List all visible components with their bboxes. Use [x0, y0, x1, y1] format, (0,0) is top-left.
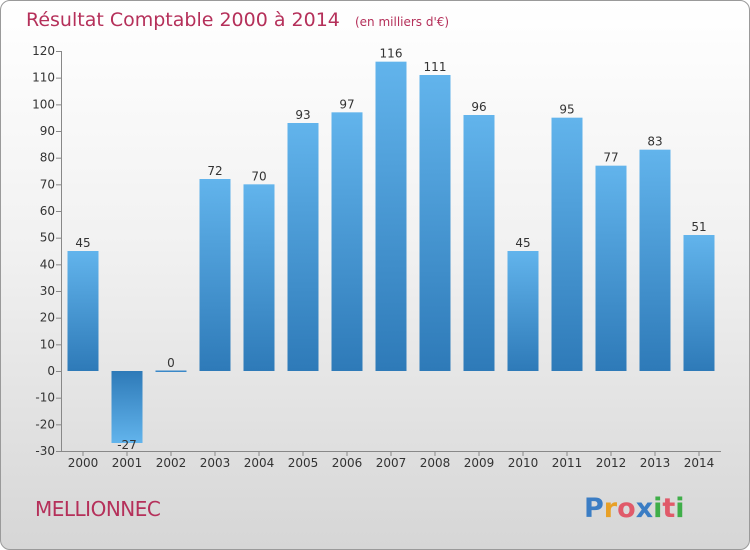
bar	[463, 115, 495, 371]
logo-letter: o	[617, 493, 636, 524]
y-tick-label: -20	[35, 417, 55, 431]
bar	[155, 370, 187, 372]
data-label: 70	[251, 169, 266, 183]
x-tick-label: 2010	[508, 456, 539, 470]
bar	[419, 75, 451, 371]
data-label: 45	[515, 236, 530, 250]
bar	[683, 235, 715, 371]
y-tick-label: 110	[32, 71, 55, 85]
y-tick-label: 100	[32, 97, 55, 111]
commune-name: MELLIONNEC	[35, 497, 160, 521]
proxiti-logo[interactable]: Proxiti	[584, 493, 685, 524]
y-tick-label: 40	[40, 257, 55, 271]
data-label: 95	[559, 103, 574, 117]
data-label: 45	[75, 236, 90, 250]
chart-title: Résultat Comptable 2000 à 2014 (en milli…	[26, 9, 449, 31]
bar	[375, 61, 407, 372]
chart-title-main: Résultat Comptable 2000 à 2014	[26, 9, 340, 31]
data-label: 97	[339, 97, 354, 111]
data-label: -27	[117, 438, 137, 452]
bar	[243, 184, 275, 371]
logo-letter: r	[604, 493, 618, 524]
y-tick-label: 50	[40, 231, 55, 245]
y-tick-label: 0	[47, 364, 55, 378]
data-label: 51	[691, 220, 706, 234]
y-tick-label: 80	[40, 151, 55, 165]
x-tick-label: 2000	[68, 456, 99, 470]
x-tick-label: 2006	[332, 456, 363, 470]
bars: 45 -27 0 72 70 93 97 116 111 96 45 95 77 83 51	[67, 47, 715, 452]
logo-letter: t	[662, 493, 675, 524]
data-label: 77	[603, 151, 618, 165]
bar	[111, 371, 143, 443]
x-tick-label: 2011	[552, 456, 583, 470]
x-tick-label: 2004	[244, 456, 275, 470]
x-tick-label: 2007	[376, 456, 407, 470]
bar	[67, 251, 99, 371]
data-label: 96	[471, 100, 486, 114]
bar	[551, 117, 583, 372]
axes: 1201101009080706050403020100-10-20-30200…	[32, 44, 721, 470]
bar	[639, 149, 671, 371]
chart-title-unit: (en milliers d'€)	[355, 15, 449, 29]
data-label: 83	[647, 135, 662, 149]
bar	[507, 251, 539, 371]
bar	[287, 123, 319, 371]
x-tick-label: 2003	[200, 456, 231, 470]
y-tick-label: 90	[40, 124, 55, 138]
data-label: 72	[207, 164, 222, 178]
x-tick-label: 2005	[288, 456, 319, 470]
logo-letter: i	[653, 493, 662, 524]
x-tick-label: 2002	[156, 456, 187, 470]
data-label: 116	[380, 47, 403, 61]
y-tick-label: -10	[35, 391, 55, 405]
y-tick-label: 60	[40, 204, 55, 218]
bar	[595, 165, 627, 371]
y-tick-label: 30	[40, 284, 55, 298]
data-label: 93	[295, 108, 310, 122]
x-tick-label: 2012	[596, 456, 627, 470]
x-tick-label: 2013	[640, 456, 671, 470]
y-tick-label: 120	[32, 44, 55, 58]
logo-letter: P	[584, 493, 604, 524]
y-tick-label: 20	[40, 311, 55, 325]
y-tick-label: 70	[40, 177, 55, 191]
x-tick-label: 2009	[464, 456, 495, 470]
data-label: 111	[424, 60, 447, 74]
y-tick-label: -30	[35, 444, 55, 458]
logo-letter: i	[675, 493, 684, 524]
bar	[331, 112, 363, 371]
data-label: 0	[167, 356, 175, 370]
x-tick-label: 2001	[112, 456, 143, 470]
y-tick-label: 10	[40, 337, 55, 351]
x-tick-label: 2014	[684, 456, 715, 470]
x-tick-label: 2008	[420, 456, 451, 470]
logo-letter: x	[636, 493, 653, 524]
bar	[199, 179, 231, 371]
